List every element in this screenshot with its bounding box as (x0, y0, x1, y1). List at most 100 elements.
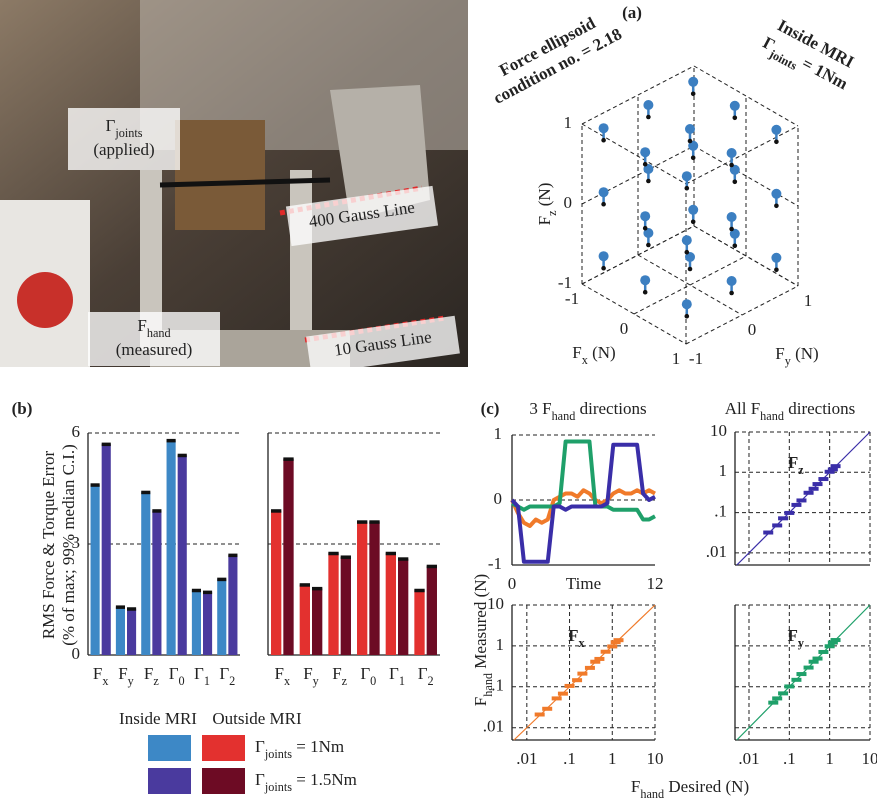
frame-line (582, 124, 686, 184)
bar-cap (116, 605, 125, 609)
text-part: z (798, 463, 804, 477)
bar-cap (127, 607, 136, 611)
text-part: Γ (389, 664, 399, 683)
text-part: 2 (428, 674, 434, 688)
desired-point (733, 116, 738, 121)
text-part: F (332, 664, 341, 683)
text-part: hand (640, 787, 664, 801)
text-part: hand (760, 409, 784, 423)
bar-cap (217, 578, 226, 582)
point (804, 666, 814, 670)
desired-point (774, 140, 779, 145)
y-tick-label: .01 (706, 542, 727, 561)
text-part: F (788, 453, 798, 472)
x-tick-label: Γ0 (360, 664, 376, 688)
desired-point (691, 156, 696, 161)
measured-point (730, 101, 740, 111)
grid-line (582, 66, 694, 124)
photo-label-text: (applied) (93, 140, 154, 159)
desired-point (685, 186, 690, 191)
bar-cap (341, 555, 351, 559)
bar (141, 492, 150, 655)
y-tick-label: -1 (488, 554, 502, 573)
point (791, 678, 801, 682)
y-tick-label: -1 (689, 349, 703, 368)
y-axis-label: Fy (N) (775, 344, 818, 368)
text-part: (N) (791, 344, 819, 363)
text-part: Γ (360, 664, 370, 683)
y-tick-label: .1 (491, 676, 504, 695)
bar-cap (369, 520, 379, 524)
x-tick-label: .1 (563, 749, 576, 768)
text-part: 3 F (529, 399, 551, 418)
text-part: y (798, 636, 804, 650)
desired-point (733, 244, 738, 249)
desired-point (685, 314, 690, 319)
point (784, 511, 794, 515)
measured-point (727, 212, 737, 222)
measured-point (688, 77, 698, 87)
z-axis-label: Fz (N) (535, 183, 559, 226)
x-tick-label: 0 (620, 319, 629, 338)
bar-cap (357, 520, 367, 524)
bar-cap (203, 591, 212, 595)
text-part: F (775, 344, 784, 363)
text-part: F (144, 664, 153, 683)
bar (414, 590, 424, 655)
bar (91, 485, 100, 655)
text-part: y (313, 674, 320, 688)
desired-point (729, 227, 734, 232)
bar (328, 553, 338, 655)
text-part: Γ (418, 664, 428, 683)
bar-cap (141, 491, 150, 495)
point (818, 650, 828, 654)
y-tick-label: 10 (710, 421, 727, 440)
text-part: x (102, 674, 108, 688)
bar (228, 555, 237, 655)
grid-line (686, 286, 798, 344)
panel-name: Fy (787, 626, 804, 650)
x-tick-label: Fx (275, 664, 291, 688)
measured-point (771, 125, 781, 135)
text-part: = 1.5Nm (292, 770, 357, 789)
text-part: joints (114, 126, 142, 140)
legend-swatch (202, 768, 245, 794)
bar-cap (300, 583, 310, 587)
point (572, 678, 582, 682)
text-part: Measured (N) (471, 574, 490, 673)
x-axis-label: Fx (N) (572, 343, 615, 367)
x-tick-label: Γ0 (169, 664, 185, 688)
x-tick-label: 10 (862, 749, 877, 768)
bar-cap (386, 552, 396, 556)
text-part: F (275, 664, 284, 683)
measured-point (682, 299, 692, 309)
y-tick-label: 10 (487, 594, 504, 613)
point (565, 684, 575, 688)
point (772, 523, 782, 527)
desired-point (646, 115, 651, 120)
measured-point (771, 189, 781, 199)
point (607, 644, 617, 648)
measured-point (640, 211, 650, 221)
text-part: Γ (105, 116, 115, 135)
desired-point (646, 179, 651, 184)
point (818, 477, 828, 481)
legend-swatch (148, 735, 191, 761)
photo (0, 0, 468, 367)
desired-point (733, 180, 738, 185)
text-part: All F (725, 399, 760, 418)
point (585, 666, 595, 670)
desired-point (774, 268, 779, 273)
desired-point (688, 139, 693, 144)
bar-cap (178, 454, 187, 458)
bar-cap (102, 443, 111, 447)
bar (427, 566, 437, 655)
point (784, 684, 794, 688)
point (778, 516, 788, 520)
measured-point (685, 124, 695, 134)
bar (192, 590, 201, 655)
panel-label: (a) (622, 3, 642, 22)
bar (386, 553, 396, 655)
bar-cap (398, 557, 408, 561)
desired-point (646, 243, 651, 248)
